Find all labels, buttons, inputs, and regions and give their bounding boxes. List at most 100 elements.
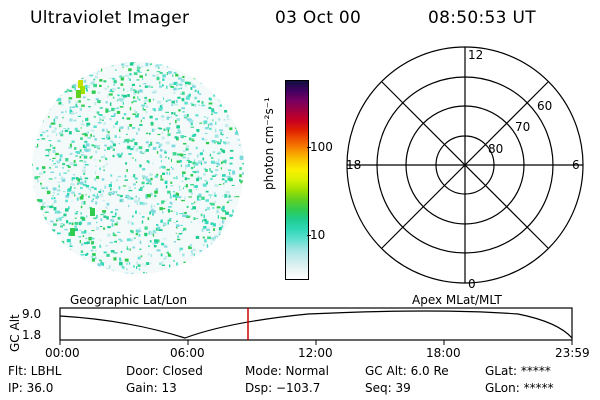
speckle-pixel [138,197,140,201]
speckle-pixel [179,130,182,134]
speckle-pixel [229,162,233,165]
speckle-pixel [33,86,36,89]
speckle-pixel [185,145,190,148]
speckle-pixel [172,74,174,77]
speckle-pixel [200,177,202,180]
speckle-pixel [70,252,74,255]
speckle-pixel [95,144,98,148]
speckle-pixel [184,196,186,200]
speckle-pixel [90,82,95,85]
speckle-pixel [176,220,178,222]
speckle-pixel [91,265,95,269]
speckle-pixel [199,250,202,252]
speckle-pixel [76,197,79,201]
speckle-pixel [176,125,180,129]
speckle-pixel [77,277,79,279]
speckle-pixel [121,94,123,97]
speckle-pixel [165,111,169,113]
speckle-pixel [226,118,230,121]
speckle-pixel [218,158,220,162]
speckle-pixel [37,143,39,147]
speckle-pixel [105,108,108,111]
speckle-pixel [162,78,165,81]
speckle-pixel [65,68,67,72]
speckle-pixel [167,208,170,212]
speckle-pixel [149,211,151,215]
speckle-pixel [221,225,224,228]
x-tick-2359: 23:59 [555,346,590,360]
speckle-pixel [116,221,119,224]
speckle-pixel [140,255,143,258]
speckle-pixel [125,62,127,64]
speckle-pixel [98,62,101,64]
speckle-pixel [173,268,176,272]
speckle-pixel [199,71,202,74]
speckle-pixel [142,185,145,188]
speckle-pixel [104,185,107,189]
speckle-pixel [86,63,90,66]
speckle-pixel [198,74,202,77]
speckle-pixel [173,260,175,262]
speckle-pixel [220,92,223,95]
speckle-pixel [35,146,39,148]
speckle-pixel [196,178,200,182]
speckle-pixel [64,254,67,256]
speckle-pixel [101,156,104,158]
speckle-pixel [120,264,122,267]
speckle-pixel [59,154,63,158]
speckle-pixel [102,190,104,193]
speckle-pixel [235,63,238,65]
speckle-pixel [32,186,34,188]
speckle-pixel [167,99,172,101]
speckle-pixel [185,148,188,150]
speckle-pixel [243,222,244,225]
speckle-pixel [95,226,100,231]
speckle-pixel [83,160,87,164]
speckle-pixel [49,63,53,67]
speckle-pixel [207,264,212,267]
speckle-pixel [204,239,207,243]
speckle-pixel [159,155,163,158]
speckle-pixel [198,271,202,274]
speckle-pixel [221,178,225,181]
speckle-pixel [182,62,185,63]
speckle-pixel [43,216,47,221]
speckle-pixel [134,142,138,146]
speckle-pixel [54,177,57,179]
speckle-pixel [75,112,78,114]
speckle-pixel [136,132,138,135]
speckle-pixel [132,157,134,159]
speckle-pixel [197,90,200,94]
speckle-pixel [154,128,157,131]
speckle-pixel [74,226,78,230]
speckle-pixel [97,121,102,124]
speckle-pixel [82,235,85,238]
speckle-pixel [122,66,124,68]
speckle-pixel [74,212,78,215]
speckle-pixel [48,178,53,180]
speckle-pixel [72,105,76,107]
speckle-pixel [191,138,194,140]
speckle-pixel [37,176,41,178]
speckle-pixel [216,265,218,268]
speckle-pixel [39,258,43,260]
y-tick-1-8: 1.8 [22,328,42,342]
speckle-pixel [197,260,199,264]
speckle-pixel [91,274,95,275]
speckle-pixel [101,128,105,132]
speckle-pixel [40,214,44,217]
speckle-pixel [209,196,211,199]
speckle-pixel [103,169,105,172]
speckle-pixel [152,230,156,232]
speckle-pixel [136,202,138,205]
speckle-pixel [234,95,239,97]
speckle-pixel [99,244,101,248]
speckle-pixel [84,177,89,180]
speckle-pixel [36,214,38,218]
speckle-pixel [44,60,47,61]
speckle-pixel [201,104,205,107]
speckle-pixel [193,165,195,168]
speckle-pixel [63,90,66,92]
speckle-pixel [107,137,110,140]
speckle-pixel [57,181,61,183]
